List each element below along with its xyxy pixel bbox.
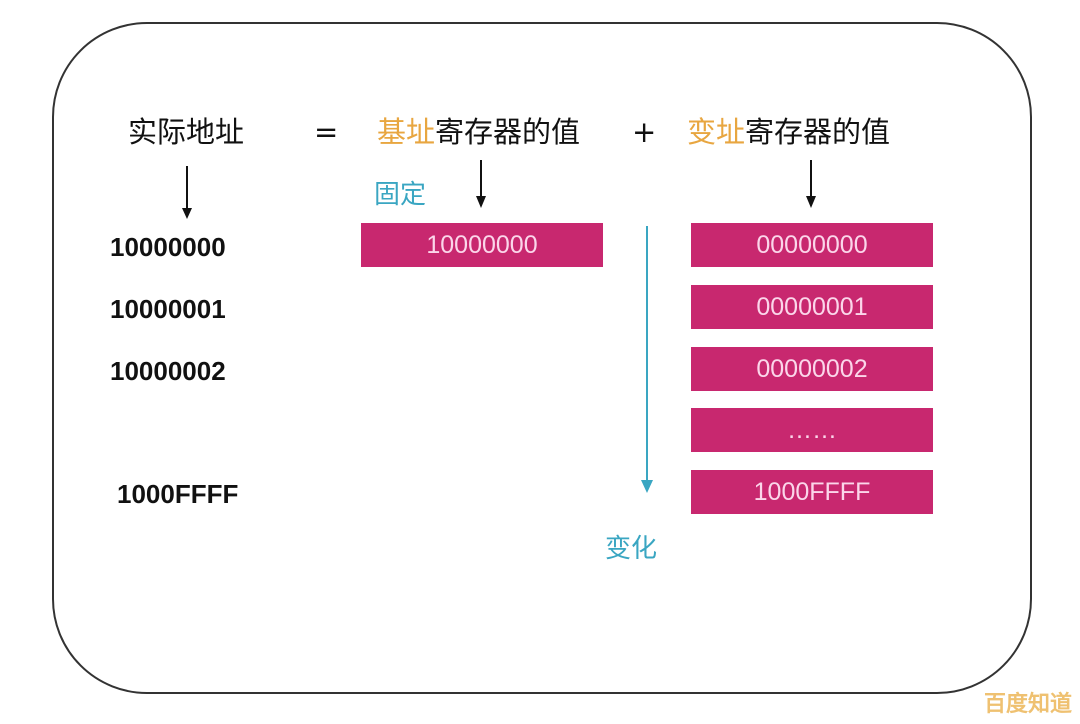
base-value-box: 10000000: [361, 223, 603, 267]
index-highlight: 变址: [687, 115, 746, 149]
index-value-box: ……: [691, 408, 933, 452]
plus-sign: +: [632, 115, 657, 149]
index-value-box: 00000000: [691, 223, 933, 267]
actual-address-label: 实际地址: [128, 115, 245, 149]
address-item: 10000000: [110, 232, 226, 262]
address-item: 10000001: [110, 294, 226, 324]
base-register-label: 基址寄存器的值: [377, 118, 580, 147]
watermark: 百度知道: [983, 692, 1072, 717]
index-value-box: 1000FFFF: [691, 470, 933, 514]
address-item: 1000FFFF: [117, 479, 239, 509]
index-register-label: 变址寄存器的值: [687, 118, 890, 147]
base-highlight: 基址: [377, 115, 436, 149]
index-value-box: 00000001: [691, 285, 933, 329]
index-rest: 寄存器的值: [745, 115, 891, 149]
base-rest: 寄存器的值: [435, 115, 581, 149]
index-value-box: 00000002: [691, 347, 933, 391]
fixed-label: 固定: [374, 180, 427, 210]
address-item: 10000002: [110, 356, 226, 386]
rounded-frame: [52, 22, 1032, 694]
changing-label: 变化: [605, 534, 658, 564]
equals-sign: =: [314, 115, 339, 149]
